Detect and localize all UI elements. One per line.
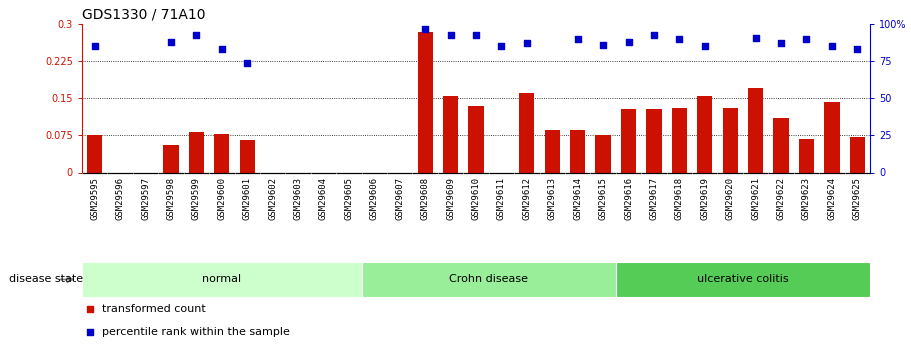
Text: GSM29595: GSM29595 [90, 177, 99, 220]
Text: percentile rank within the sample: percentile rank within the sample [102, 327, 290, 337]
Bar [570, 130, 585, 172]
Bar [722, 108, 738, 172]
Point [468, 32, 483, 37]
Text: GSM29610: GSM29610 [472, 177, 480, 220]
Point [444, 32, 458, 37]
Text: GSM29611: GSM29611 [496, 177, 506, 220]
Text: GSM29625: GSM29625 [853, 177, 862, 220]
Text: GSM29609: GSM29609 [446, 177, 456, 220]
Text: GSM29623: GSM29623 [802, 177, 811, 220]
Text: GSM29603: GSM29603 [293, 177, 302, 220]
Point [418, 26, 433, 31]
Bar [240, 140, 255, 172]
Text: GSM29615: GSM29615 [599, 177, 608, 220]
Text: disease state: disease state [9, 275, 83, 284]
Point [214, 47, 229, 52]
FancyBboxPatch shape [362, 262, 616, 297]
Bar [214, 134, 230, 172]
Point [748, 35, 763, 40]
Bar [545, 130, 560, 172]
Point [621, 39, 636, 45]
Point [850, 47, 865, 52]
Point [824, 43, 839, 49]
Bar [519, 93, 535, 172]
Point [240, 60, 254, 66]
Point [773, 41, 788, 46]
Bar [671, 108, 687, 172]
Text: GSM29618: GSM29618 [675, 177, 684, 220]
Point [570, 36, 585, 42]
Bar [824, 102, 840, 172]
Text: ulcerative colitis: ulcerative colitis [697, 275, 789, 284]
Point [87, 43, 102, 49]
Text: GSM29613: GSM29613 [548, 177, 557, 220]
Point [698, 43, 712, 49]
Bar [417, 32, 433, 173]
Text: normal: normal [202, 275, 241, 284]
FancyBboxPatch shape [616, 262, 870, 297]
Text: GSM29597: GSM29597 [141, 177, 150, 220]
Point [647, 32, 661, 37]
Text: GSM29602: GSM29602 [268, 177, 277, 220]
Text: GSM29601: GSM29601 [242, 177, 251, 220]
Text: GSM29605: GSM29605 [344, 177, 353, 220]
Text: GDS1330 / 71A10: GDS1330 / 71A10 [82, 8, 206, 22]
Point [672, 36, 687, 42]
Bar [697, 96, 712, 172]
Point [540, 235, 555, 241]
Point [540, 24, 555, 30]
Bar [799, 139, 814, 172]
Point [494, 43, 508, 49]
Text: GSM29598: GSM29598 [167, 177, 176, 220]
Bar [87, 135, 102, 172]
Text: GSM29607: GSM29607 [395, 177, 404, 220]
Text: GSM29604: GSM29604 [319, 177, 328, 220]
Text: GSM29621: GSM29621 [751, 177, 760, 220]
Bar [850, 137, 865, 172]
Text: GSM29622: GSM29622 [776, 177, 785, 220]
Point [799, 36, 814, 42]
Text: GSM29614: GSM29614 [573, 177, 582, 220]
Bar [468, 106, 484, 172]
Bar [748, 88, 763, 172]
Text: GSM29616: GSM29616 [624, 177, 633, 220]
Text: GSM29596: GSM29596 [116, 177, 125, 220]
Point [164, 39, 179, 45]
Text: GSM29612: GSM29612 [522, 177, 531, 220]
Text: GSM29606: GSM29606 [370, 177, 379, 220]
Text: GSM29624: GSM29624 [827, 177, 836, 220]
Bar [773, 118, 789, 172]
Text: transformed count: transformed count [102, 304, 206, 314]
Text: Crohn disease: Crohn disease [449, 275, 528, 284]
Bar [621, 109, 636, 172]
Bar [443, 96, 458, 172]
Point [519, 41, 534, 46]
Text: GSM29620: GSM29620 [726, 177, 734, 220]
Bar [163, 145, 179, 172]
Point [189, 32, 204, 37]
Bar [596, 135, 610, 172]
Bar [646, 109, 661, 172]
Text: GSM29599: GSM29599 [192, 177, 201, 220]
Text: GSM29617: GSM29617 [650, 177, 659, 220]
Text: GSM29600: GSM29600 [218, 177, 226, 220]
Point [596, 42, 610, 48]
Text: GSM29608: GSM29608 [421, 177, 430, 220]
Text: GSM29619: GSM29619 [701, 177, 710, 220]
Bar [189, 132, 204, 172]
FancyBboxPatch shape [82, 262, 362, 297]
